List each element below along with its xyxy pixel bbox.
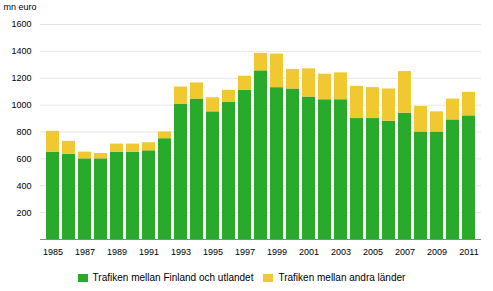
svg-text:1991: 1991 [139,247,159,257]
svg-text:2009: 2009 [427,247,447,257]
svg-text:1995: 1995 [203,247,223,257]
svg-text:1999: 1999 [267,247,287,257]
svg-text:2007: 2007 [395,247,415,257]
svg-text:1993: 1993 [171,247,191,257]
svg-text:1985: 1985 [43,247,63,257]
svg-text:2011: 2011 [459,247,478,257]
svg-text:800: 800 [16,127,31,137]
svg-text:600: 600 [16,154,31,164]
svg-text:1200: 1200 [11,73,31,83]
svg-text:1600: 1600 [11,19,31,29]
svg-text:2005: 2005 [363,247,383,257]
svg-text:1987: 1987 [75,247,95,257]
svg-text:1997: 1997 [235,247,255,257]
svg-text:400: 400 [16,181,31,191]
svg-text:1989: 1989 [107,247,127,257]
svg-text:1000: 1000 [11,100,31,110]
svg-text:200: 200 [16,208,31,218]
svg-text:mn euro: mn euro [4,2,37,12]
svg-text:2003: 2003 [331,247,351,257]
html-text:Trafiken mellan andra länder: Trafiken mellan andra länder [278,272,406,283]
svg-text:1400: 1400 [11,46,31,56]
svg-text:2001: 2001 [299,247,319,257]
html-text:Trafiken mellan Finland och ut: Trafiken mellan Finland och utlandet [92,272,254,283]
